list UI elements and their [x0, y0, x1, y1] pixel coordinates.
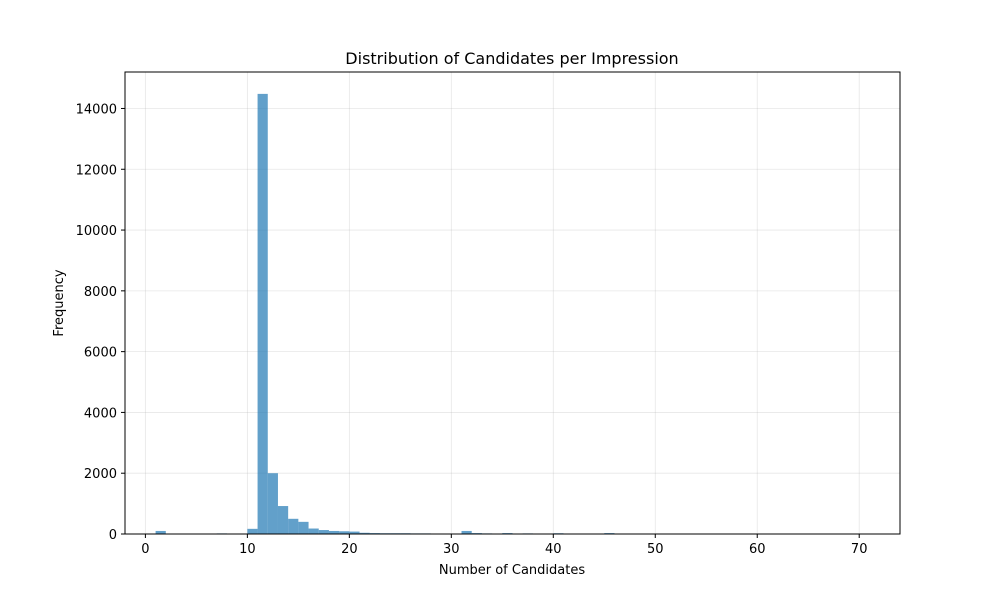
x-tick-label: 0: [141, 542, 149, 557]
y-tick-label: 4000: [84, 406, 117, 421]
y-tick-label: 10000: [76, 224, 117, 239]
histogram-bar: [339, 531, 350, 534]
histogram-bar: [298, 521, 309, 534]
histogram-bar: [288, 518, 299, 534]
y-tick-label: 14000: [76, 102, 117, 117]
x-tick-label: 60: [749, 542, 766, 557]
x-tick-label: 30: [443, 542, 460, 557]
histogram-bar: [247, 528, 258, 534]
y-axis-label: Frequency: [52, 269, 67, 336]
histogram-bar: [461, 530, 472, 534]
x-tick-label: 20: [341, 542, 358, 557]
histogram-bar: [328, 530, 340, 534]
x-tick-label: 10: [239, 542, 256, 557]
x-axis-label: Number of Candidates: [439, 563, 585, 578]
y-tick-label: 0: [109, 528, 117, 543]
histogram-bar: [257, 93, 268, 534]
histogram-bar: [308, 528, 319, 534]
x-tick-label: 70: [851, 542, 868, 557]
axis-ticks: 0 10 20 30 40 50 60 70 0 2000 4000 6000 8000 10000 120…: [76, 102, 868, 557]
histogram-bar: [318, 530, 329, 534]
x-tick-label: 40: [545, 542, 562, 557]
grid-lines: [125, 72, 900, 535]
x-tick-label: 50: [647, 542, 664, 557]
y-tick-label: 8000: [84, 285, 117, 300]
chart-title: Distribution of Candidates per Impressio…: [345, 49, 678, 68]
y-tick-label: 6000: [84, 346, 117, 361]
y-tick-label: 2000: [84, 467, 117, 482]
plot-frame: [124, 71, 901, 535]
histogram-bar: [359, 532, 370, 534]
y-tick-label: 12000: [76, 163, 117, 178]
histogram-bar: [155, 530, 166, 534]
histogram-bar: [277, 506, 289, 534]
histogram-bar: [267, 473, 278, 534]
histogram-bar: [349, 531, 360, 534]
